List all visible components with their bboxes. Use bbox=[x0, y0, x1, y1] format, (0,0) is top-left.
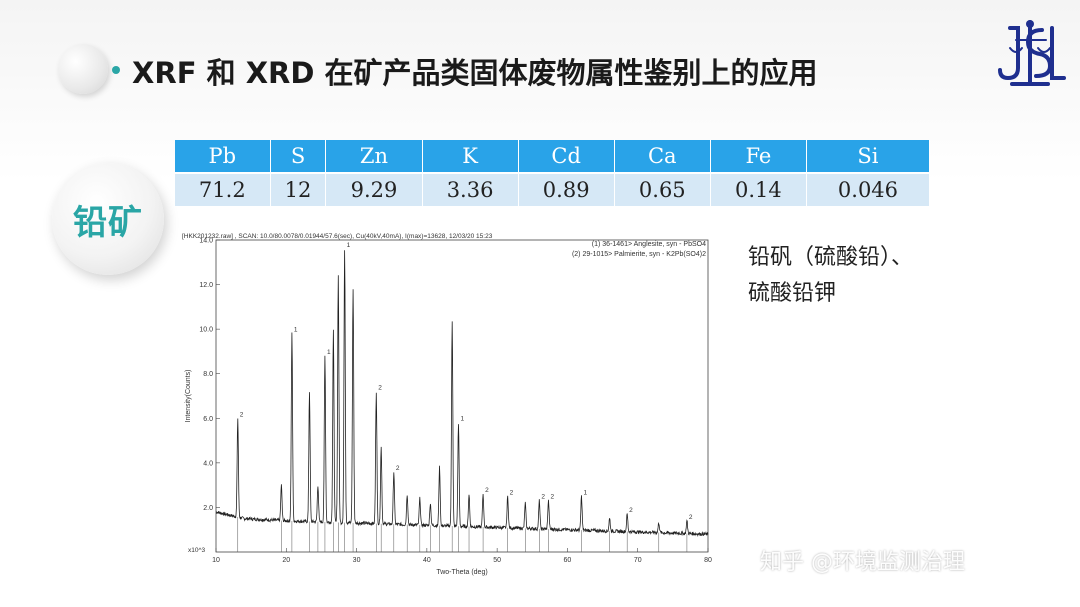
element-value: 12 bbox=[270, 172, 327, 206]
element-header: Si bbox=[806, 140, 931, 173]
legend-entry: (2) 29-1015> Palmierite, syn - K2Pb(SO4)… bbox=[572, 251, 706, 258]
x-axis-ticks: 10 20 30 40 50 60 70 80 bbox=[212, 548, 712, 564]
element-header: Zn bbox=[325, 140, 423, 173]
peak-label: 2 bbox=[510, 489, 514, 496]
y-tick-label: 8.0 bbox=[203, 371, 213, 378]
composition-header-row: Pb S Zn K Cd Ca Fe Si bbox=[175, 140, 931, 173]
mineral-identification: 铅矾（硫酸铅）、 硫酸铅钾 bbox=[748, 240, 913, 312]
x-tick-label: 50 bbox=[493, 557, 501, 564]
composition-value-row: 71.2 12 9.29 3.36 0.89 0.65 0.14 0.046 bbox=[175, 172, 931, 206]
xrd-pattern-chart: [HKK201232.raw] , SCAN: 10.0/80.0078/0.0… bbox=[178, 228, 718, 580]
element-header: S bbox=[270, 140, 327, 173]
peak-label: 2 bbox=[541, 494, 545, 501]
y-tick-label: 2.0 bbox=[203, 505, 213, 512]
mineral-line-2: 硫酸铅钾 bbox=[748, 281, 837, 306]
mineral-line-1: 铅矾（硫酸铅）、 bbox=[748, 245, 914, 270]
peak-label: 2 bbox=[396, 465, 400, 472]
peak-label: 2 bbox=[550, 494, 554, 501]
element-header: Cd bbox=[518, 140, 615, 173]
element-value: 0.65 bbox=[614, 172, 711, 206]
legend-entry: (1) 36-1461> Anglesite, syn - PbSO4 bbox=[592, 241, 706, 248]
x-tick-label: 10 bbox=[212, 557, 220, 564]
ore-type-label: 铅矿 bbox=[73, 202, 143, 243]
element-value: 9.29 bbox=[325, 172, 423, 206]
y-axis-label: Intensity(Counts) bbox=[185, 370, 192, 423]
title-bullet-icon bbox=[112, 66, 120, 74]
element-header: K bbox=[422, 140, 519, 173]
element-header: Pb bbox=[175, 140, 271, 173]
peak-label: 1 bbox=[327, 349, 331, 356]
peak-label: 1 bbox=[294, 327, 298, 334]
reference-lines bbox=[237, 517, 688, 552]
y-axis-ticks: 2.0 4.0 6.0 8.0 10.0 12.0 14.0 bbox=[199, 238, 220, 512]
x-tick-label: 20 bbox=[282, 557, 290, 564]
x-tick-label: 60 bbox=[564, 557, 572, 564]
element-value: 0.046 bbox=[806, 172, 931, 206]
watermark-text: 知乎 @环境监测治理 bbox=[760, 550, 965, 575]
element-value: 0.89 bbox=[518, 172, 615, 206]
element-value: 3.36 bbox=[422, 172, 519, 206]
ore-type-badge: 铅矿 bbox=[52, 163, 164, 275]
peak-label: 1 bbox=[583, 489, 587, 496]
y-tick-label: 12.0 bbox=[199, 282, 213, 289]
scan-header: [HKK201232.raw] , SCAN: 10.0/80.0078/0.0… bbox=[182, 233, 493, 240]
y-tick-label: 4.0 bbox=[203, 460, 213, 467]
peak-label: 2 bbox=[629, 507, 633, 514]
plot-frame bbox=[215, 239, 709, 553]
y-tick-label: 6.0 bbox=[203, 416, 213, 423]
x-tick-label: 40 bbox=[423, 557, 431, 564]
x-tick-label: 30 bbox=[353, 557, 361, 564]
y-multiplier: x10^3 bbox=[188, 547, 206, 554]
x-axis-label: Two-Theta (deg) bbox=[436, 569, 487, 576]
organization-logo bbox=[998, 20, 1066, 86]
peak-label: 2 bbox=[689, 514, 693, 521]
peak-label: 2 bbox=[240, 411, 244, 418]
slide-title: XRF 和 XRD 在矿产品类固体废物属性鉴别上的应用 bbox=[132, 56, 818, 90]
composition-table: Pb S Zn K Cd Ca Fe Si 71.2 12 9.29 3.36 … bbox=[175, 140, 931, 206]
element-header: Fe bbox=[710, 140, 807, 173]
peak-label: 2 bbox=[485, 487, 489, 494]
y-tick-label: 14.0 bbox=[199, 238, 213, 245]
element-value: 0.14 bbox=[710, 172, 807, 206]
chart-background bbox=[178, 228, 718, 580]
diffraction-trace bbox=[215, 250, 709, 537]
element-header: Ca bbox=[614, 140, 711, 173]
x-tick-label: 70 bbox=[634, 557, 642, 564]
peak-label: 2 bbox=[378, 385, 382, 392]
y-tick-label: 10.0 bbox=[199, 327, 213, 334]
element-value: 71.2 bbox=[175, 172, 271, 206]
peak-label: 1 bbox=[460, 416, 464, 423]
title-decoration-circle bbox=[58, 44, 108, 94]
peak-label: 1 bbox=[347, 242, 351, 249]
x-tick-label: 80 bbox=[704, 557, 712, 564]
